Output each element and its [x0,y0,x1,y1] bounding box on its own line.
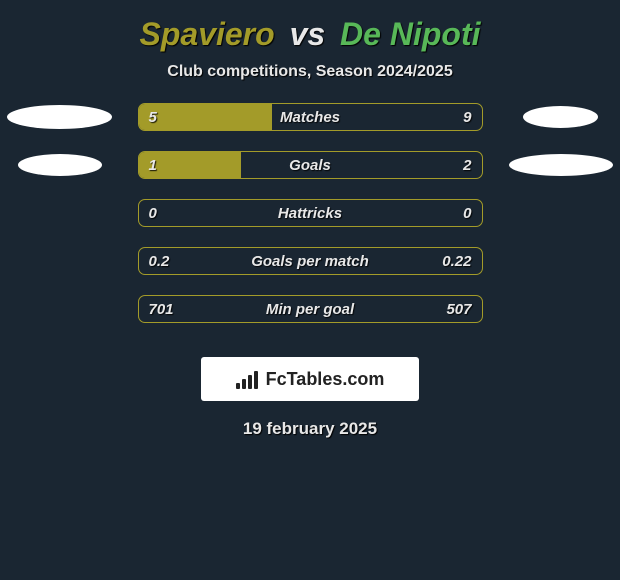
left-ellipse-slot [0,199,120,227]
stat-row: 0Hattricks0 [0,199,620,227]
stat-row: 701Min per goal507 [0,295,620,323]
stat-value-right: 2 [463,152,471,179]
stat-value-right: 9 [463,104,471,131]
subtitle: Club competitions, Season 2024/2025 [0,63,620,81]
chart-icon [236,369,260,389]
stat-value-right: 507 [446,296,471,323]
left-ellipse-slot [0,247,120,275]
page-title: Spaviero vs De Nipoti [0,16,620,53]
vs-label: vs [290,16,326,52]
stat-label: Goals [139,152,482,179]
right-ellipse-slot [501,295,620,323]
stat-value-right: 0.22 [442,248,471,275]
stat-bar: 0Hattricks0 [138,199,483,227]
left-ellipse-slot [0,295,120,323]
right-ellipse-slot [501,151,620,179]
left-ellipse-slot [0,151,120,179]
brand-badge: FcTables.com [201,357,419,401]
stat-bar: 1Goals2 [138,151,483,179]
stat-label: Min per goal [139,296,482,323]
stat-label: Goals per match [139,248,482,275]
player1-name: Spaviero [140,16,275,52]
stat-row: 1Goals2 [0,151,620,179]
stat-value-right: 0 [463,200,471,227]
stat-label: Matches [139,104,482,131]
left-ellipse [7,105,112,129]
stat-label: Hattricks [139,200,482,227]
left-ellipse-slot [0,103,120,131]
stat-row: 0.2Goals per match0.22 [0,247,620,275]
stat-rows: 5Matches9 1Goals2 0Hattricks0 0.2Goals per … [0,103,620,323]
stat-bar: 701Min per goal507 [138,295,483,323]
right-ellipse-slot [501,103,620,131]
player2-name: De Nipoti [340,16,480,52]
stat-row: 5Matches9 [0,103,620,131]
right-ellipse [509,154,613,176]
stat-bar: 5Matches9 [138,103,483,131]
right-ellipse-slot [501,247,620,275]
right-ellipse-slot [501,199,620,227]
comparison-infographic: Spaviero vs De Nipoti Club competitions,… [0,0,620,439]
stat-bar: 0.2Goals per match0.22 [138,247,483,275]
brand-text: FcTables.com [266,369,385,390]
left-ellipse [18,154,102,176]
date-label: 19 february 2025 [0,419,620,439]
right-ellipse [523,106,598,128]
